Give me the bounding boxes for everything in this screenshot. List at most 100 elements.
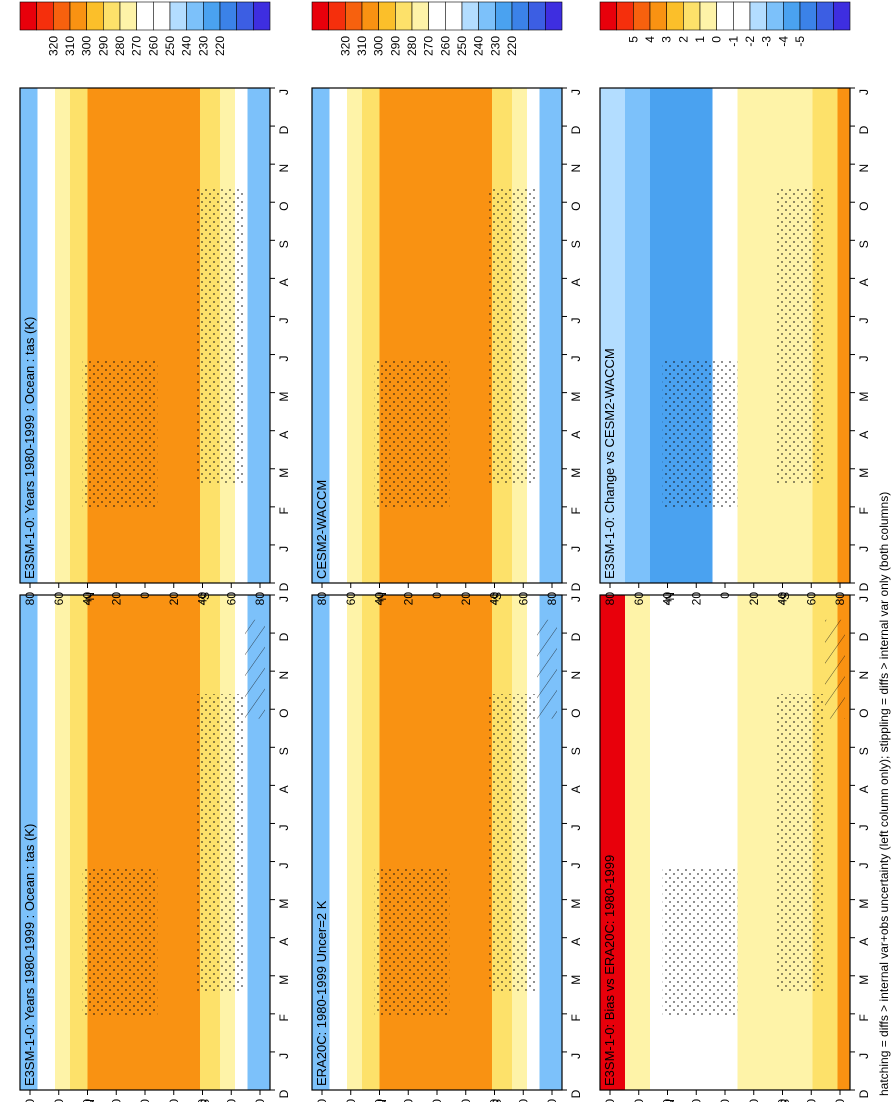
- lat-tick-label: 0: [138, 592, 152, 599]
- month-tick-label: D: [569, 125, 583, 134]
- contour-band: [37, 88, 55, 583]
- panel-row1-left: 80604020020406080°N°SDJFMAMJJASONDJE3SM-…: [19, 508, 291, 1107]
- contour-band: [600, 88, 625, 583]
- colorbar-swatch: [749, 1, 767, 31]
- colorbar-swatch: [478, 1, 496, 31]
- colorbar-swatch: [361, 1, 379, 31]
- month-tick-label: D: [277, 125, 291, 134]
- hemisphere-label-south: °S: [198, 592, 212, 605]
- colorbar-tick-label: -1: [726, 36, 740, 47]
- contour-band: [55, 88, 70, 583]
- colorbar-swatch: [103, 1, 121, 31]
- colorbar-tick-label: 320: [338, 36, 352, 56]
- month-tick-label: F: [857, 1014, 871, 1021]
- colorbar-tick-label: 230: [196, 36, 210, 56]
- colorbar-swatch: [311, 1, 329, 31]
- month-tick-label: J: [569, 356, 583, 362]
- lat-tick-label: 60: [224, 592, 238, 606]
- lat-tick-label: 0: [430, 592, 444, 599]
- colorbar-swatch: [136, 1, 154, 31]
- month-tick-label: A: [857, 785, 871, 793]
- colorbar-swatch: [633, 1, 651, 31]
- lat-tick-label: 60: [632, 592, 646, 606]
- colorbar-swatch: [461, 1, 479, 31]
- lat-tick-label: 40: [661, 592, 675, 606]
- contour-band: [539, 88, 562, 583]
- month-tick-label: J: [857, 356, 871, 362]
- month-tick-label: D: [569, 1089, 583, 1098]
- colorbar-tick-label: -4: [776, 36, 790, 47]
- stipple-region: [82, 360, 158, 509]
- month-tick-label: J: [277, 1053, 291, 1059]
- colorbar-tick-label: 280: [113, 36, 127, 56]
- lat-tick-label: 60: [804, 592, 818, 606]
- colorbar-swatch: [411, 1, 429, 31]
- month-tick-label: J: [857, 863, 871, 869]
- stipple-region: [662, 867, 738, 1016]
- colorbar-tick-label: 290: [388, 36, 402, 56]
- colorbar-tick-label: 310: [63, 36, 77, 56]
- hatch-region: [245, 619, 265, 719]
- month-tick-label: D: [277, 1089, 291, 1098]
- hemisphere-label-north: °N: [375, 592, 389, 605]
- month-tick-label: O: [569, 202, 583, 211]
- colorbar-swatch: [733, 1, 751, 31]
- month-tick-label: J: [857, 317, 871, 323]
- stipple-region: [82, 867, 158, 1016]
- figure-caption: hatching = diffs > internal var+obs unce…: [877, 492, 891, 1096]
- contour-band: [329, 595, 347, 1090]
- lat-tick-label: 80: [545, 592, 559, 606]
- panel-title: E3SM-1-0: Change vs CESM2-WACCM: [602, 348, 617, 579]
- stipple-region: [374, 867, 450, 1016]
- colorbar-tick-label: 260: [146, 36, 160, 56]
- lat-tick-label: 40: [196, 592, 210, 606]
- month-tick-label: A: [569, 431, 583, 439]
- colorbar-swatch: [666, 1, 684, 31]
- colorbar-tick-label: -3: [760, 36, 774, 47]
- colorbar-swatch: [186, 1, 204, 31]
- month-tick-label: A: [857, 278, 871, 286]
- colorbar-swatch: [783, 1, 801, 31]
- panel-row2-right: 80 60 40 20 0 20 40 60 80°N °SDJFMAMJJASONDJCESM2…: [311, 1, 583, 606]
- colorbar-swatch: [766, 1, 784, 31]
- colorbar-tick-label: 3: [660, 36, 674, 43]
- colorbar-swatch: [203, 1, 221, 31]
- month-tick-label: M: [569, 975, 583, 985]
- contour-band: [347, 595, 362, 1090]
- colorbar-swatch: [378, 1, 396, 31]
- colorbar-swatch: [495, 1, 513, 31]
- colorbar-swatch: [599, 1, 617, 31]
- colorbar-tick-label: 220: [505, 36, 519, 56]
- month-tick-label: J: [569, 317, 583, 323]
- colorbar-tick-label: -5: [793, 36, 807, 47]
- month-tick-label: J: [277, 824, 291, 830]
- colorbar-swatch: [236, 1, 254, 31]
- colorbar-swatch: [716, 1, 734, 31]
- colorbar-tick-label: 0: [710, 36, 724, 43]
- colorbar-swatch: [36, 1, 54, 31]
- month-tick-label: J: [569, 546, 583, 552]
- month-tick-label: A: [277, 278, 291, 286]
- colorbar-swatch: [219, 1, 237, 31]
- colorbar-tick-label: 230: [488, 36, 502, 56]
- month-tick-label: O: [569, 709, 583, 718]
- contour-band: [312, 595, 330, 1090]
- hatch-region: [825, 619, 845, 719]
- colorbar-swatch: [428, 1, 446, 31]
- colorbar-swatch: [153, 1, 171, 31]
- colorbar-swatch: [395, 1, 413, 31]
- month-tick-label: J: [277, 596, 291, 602]
- lat-tick-label: 20: [747, 592, 761, 606]
- colorbar-swatch: [19, 1, 37, 31]
- lat-tick-label: 60: [344, 592, 358, 606]
- month-tick-label: A: [569, 278, 583, 286]
- month-tick-label: A: [277, 785, 291, 793]
- colorbar-swatch: [445, 1, 463, 31]
- panel-row3-right: 80 60 40 20 0 20 40 60 80°N °SDJFMAMJJASONDJE3SM-…: [599, 1, 871, 606]
- colorbar-tick-label: 240: [472, 36, 486, 56]
- contour-band: [37, 595, 55, 1090]
- month-tick-label: D: [277, 582, 291, 591]
- month-tick-label: A: [277, 431, 291, 439]
- panel-title: E3SM-1-0: Bias vs ERA20C: 1980-1999: [602, 855, 617, 1086]
